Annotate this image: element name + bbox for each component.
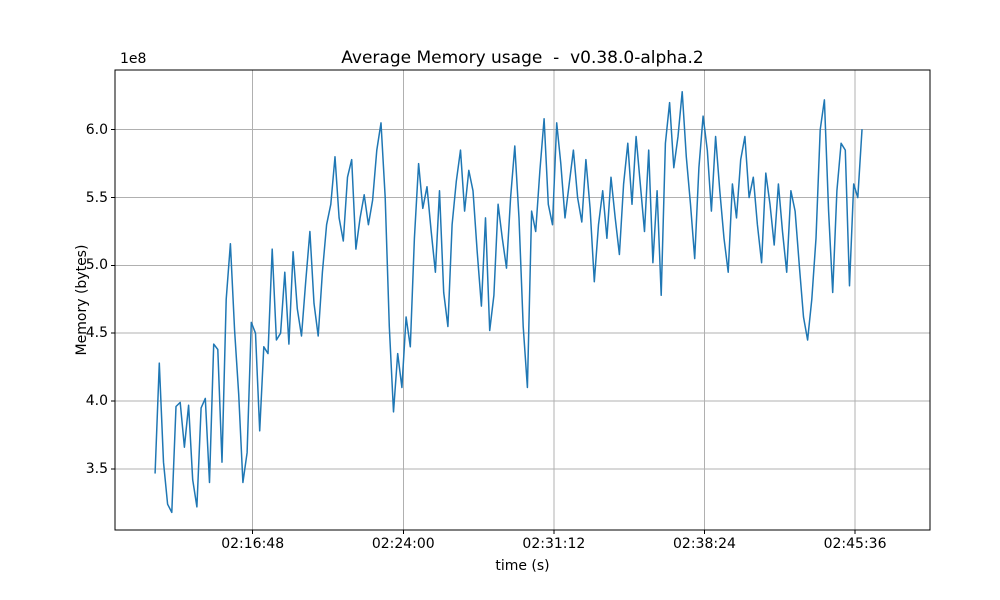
y-tick-label: 5.0 xyxy=(85,257,108,274)
x-tick-label: 02:38:24 xyxy=(673,536,736,552)
y-tick-label: 4.0 xyxy=(85,393,108,410)
x-tick-label: 02:16:48 xyxy=(221,536,285,552)
memory-series-line xyxy=(154,90,863,514)
x-tick-label: 02:24:00 xyxy=(371,536,435,552)
x-tick-label: 02:45:36 xyxy=(823,536,887,552)
y-tick-label: 4.5 xyxy=(85,325,108,342)
y-tick-label: 3.5 xyxy=(85,460,108,477)
chart-title: Average Memory usage - v0.38.0-alpha.2 xyxy=(341,48,704,68)
x-axis-label: time (s) xyxy=(495,558,550,574)
x-tick-label: 02:31:12 xyxy=(522,536,586,552)
y-tick-label: 5.5 xyxy=(85,189,108,206)
y-offset-label: 1e8 xyxy=(120,51,147,67)
y-tick-label: 6.0 xyxy=(85,121,108,138)
